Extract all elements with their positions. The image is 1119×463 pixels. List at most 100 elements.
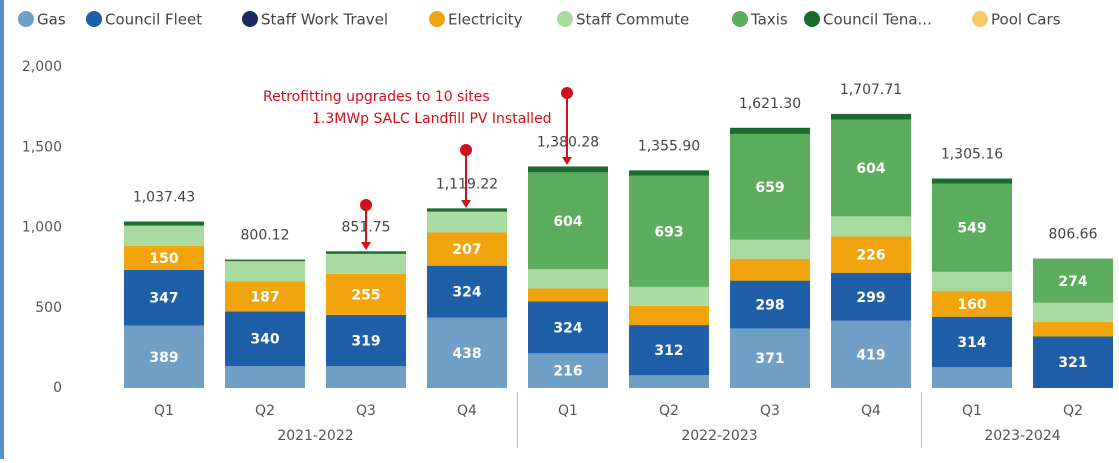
data-label: 659: [755, 180, 784, 196]
bar-segment: [831, 114, 911, 120]
bar-segment: [225, 261, 305, 281]
data-label: 693: [654, 224, 683, 240]
legend-marker: [972, 11, 988, 27]
y-tick-label: 1,500: [22, 139, 62, 155]
bar-segment: [932, 179, 1012, 184]
x-group-label: 2023-2024: [984, 428, 1060, 444]
pin-head: [561, 87, 573, 99]
data-label: 438: [452, 346, 481, 362]
x-tick-label: Q2: [659, 403, 679, 419]
bar-segment: [932, 367, 1012, 388]
annotation: Retrofitting upgrades to 10 sites: [263, 89, 490, 105]
data-label: 549: [957, 221, 986, 237]
bar-segment: [730, 259, 810, 281]
data-label: 298: [755, 298, 784, 314]
x-tick-label: Q2: [1063, 403, 1083, 419]
data-label: 274: [1058, 274, 1087, 290]
data-label: 216: [553, 364, 582, 380]
y-tick-label: 2,000: [22, 59, 62, 75]
bar-segment: [528, 269, 608, 288]
bar-segment: [730, 240, 810, 259]
data-label: 321: [1058, 355, 1087, 371]
legend-marker: [557, 11, 573, 27]
legend-marker: [18, 11, 34, 27]
legend-marker: [86, 11, 102, 27]
x-tick-label: Q1: [558, 403, 578, 419]
data-label: 389: [149, 350, 178, 366]
bar-segment: [225, 260, 305, 262]
total-label: 1,355.90: [638, 138, 700, 154]
x-tick-label: Q1: [962, 403, 982, 419]
pin-arrow: [562, 157, 572, 165]
x-group-label: 2022-2023: [681, 428, 757, 444]
bar-segment: [932, 272, 1012, 291]
bar-segment: [629, 170, 709, 175]
bar-segment: [730, 128, 810, 134]
legend-marker: [732, 11, 748, 27]
data-label: 312: [654, 343, 683, 359]
x-tick-label: Q3: [760, 403, 780, 419]
legend-label: Electricity: [448, 11, 523, 29]
bar-segment: [629, 306, 709, 325]
legend-label: Staff Work Travel: [261, 11, 388, 29]
data-label: 340: [250, 332, 279, 348]
data-label: 371: [755, 351, 784, 367]
data-label: 150: [149, 251, 178, 267]
total-label: 800.12: [241, 228, 290, 244]
data-label: 324: [452, 285, 481, 301]
data-label: 604: [856, 161, 885, 177]
total-label: 806.66: [1049, 227, 1098, 243]
data-label: 314: [957, 335, 986, 351]
data-label: 347: [149, 291, 178, 307]
data-label: 207: [452, 242, 481, 258]
data-label: 319: [351, 333, 380, 349]
pin-arrow: [461, 200, 471, 208]
bar-segment: [427, 208, 507, 211]
data-label: 255: [351, 287, 380, 303]
bar-segment: [528, 288, 608, 301]
bar-segment: [124, 226, 204, 246]
bar-segment: [1033, 322, 1113, 336]
bar-segment: [326, 254, 406, 274]
data-label: 324: [553, 320, 582, 336]
data-label: 604: [553, 214, 582, 230]
legend-label: Gas: [37, 11, 66, 29]
bar-segment: [629, 375, 709, 388]
y-tick-label: 500: [35, 300, 62, 316]
total-label: 1,305.16: [941, 147, 1003, 163]
legend-label: Taxis: [750, 11, 788, 29]
bar-segment: [629, 287, 709, 306]
bar-segment: [1033, 303, 1113, 322]
left-border: [0, 0, 4, 459]
legend-marker: [804, 11, 820, 27]
data-label: 299: [856, 290, 885, 306]
x-tick-label: Q3: [356, 403, 376, 419]
data-label: 160: [957, 297, 986, 313]
bar-segment: [831, 216, 911, 236]
x-tick-label: Q4: [861, 403, 881, 419]
legend-label: Pool Cars: [991, 11, 1061, 29]
legend-label: Staff Commute: [576, 11, 689, 29]
data-label: 226: [856, 248, 885, 264]
bar-segment: [326, 251, 406, 254]
legend-label: Council Fleet: [105, 11, 202, 29]
legend-marker: [429, 11, 445, 27]
bar-segment: [225, 366, 305, 388]
annotation: 1.3MWp SALC Landfill PV Installed: [312, 111, 552, 127]
x-tick-label: Q4: [457, 403, 477, 419]
x-group-label: 2021-2022: [277, 428, 353, 444]
bar-segment: [528, 166, 608, 172]
bar-segment: [427, 212, 507, 233]
data-label: 187: [250, 289, 279, 305]
x-tick-label: Q2: [255, 403, 275, 419]
bar-segment: [124, 221, 204, 225]
pin-arrow: [361, 242, 371, 250]
data-label: 419: [856, 347, 885, 363]
pin-head: [460, 144, 472, 156]
y-tick-label: 0: [53, 380, 62, 396]
bar-segment: [326, 366, 406, 388]
legend-label: Council Tena...: [823, 11, 932, 29]
total-label: 1,621.30: [739, 96, 801, 112]
y-tick-label: 1,000: [22, 220, 62, 236]
